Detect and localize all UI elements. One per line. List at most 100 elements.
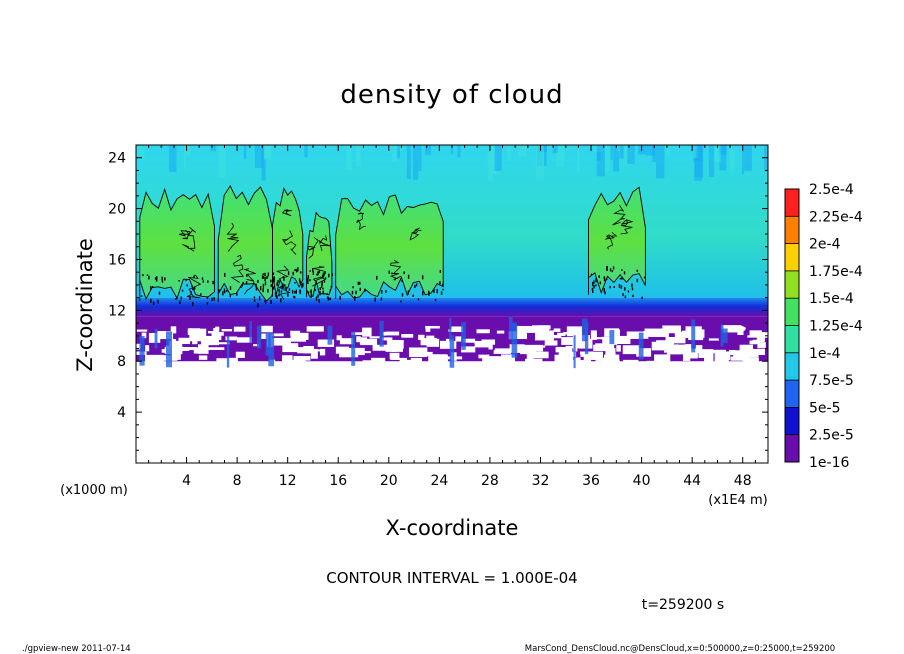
- contour-speckle: [422, 291, 424, 296]
- gap-patch: [208, 347, 225, 350]
- gap-patch: [749, 340, 760, 345]
- texture-streak: [535, 145, 544, 179]
- gap-patch: [178, 337, 191, 345]
- contour-speckle: [593, 285, 595, 289]
- contour-speckle: [414, 284, 416, 288]
- contour-line: [390, 259, 402, 281]
- contour-speckle: [621, 277, 623, 280]
- gap-patch: [626, 331, 644, 339]
- gap-patch: [476, 329, 490, 334]
- gap-patch: [201, 335, 219, 346]
- texture-streak: [450, 145, 454, 155]
- contour-speckle: [439, 269, 442, 273]
- contour-speckle: [272, 286, 275, 290]
- gap-patch: [382, 331, 387, 336]
- x-tick-label: 36: [582, 473, 600, 489]
- contour-speckle: [606, 278, 608, 280]
- contour-speckle: [631, 283, 633, 288]
- gap-patch: [192, 339, 198, 345]
- gap-patch: [306, 326, 324, 332]
- contour-speckle: [158, 291, 161, 295]
- contour-speckle: [403, 271, 405, 275]
- texture-streak: [693, 145, 699, 159]
- contour-speckle: [636, 269, 639, 273]
- contour-speckle: [213, 297, 215, 301]
- gap-patch: [217, 342, 230, 345]
- blue-filament: [327, 325, 333, 345]
- contour-speckle: [442, 283, 444, 287]
- gap-patch: [179, 347, 198, 351]
- contour-speckle: [599, 281, 602, 285]
- contour-speckle: [274, 292, 277, 296]
- texture-streak: [613, 145, 620, 172]
- gap-patch: [496, 330, 505, 334]
- x-tick-label: 28: [481, 473, 499, 489]
- gap-patch: [351, 332, 366, 335]
- colorbar-segment: [785, 243, 799, 271]
- gap-patch: [286, 359, 306, 368]
- contour-speckle: [284, 284, 286, 287]
- contour-speckle: [180, 296, 183, 300]
- blue-filament: [226, 336, 230, 368]
- contour-line: [282, 230, 297, 255]
- contour-speckle: [352, 286, 354, 289]
- contour-speckle: [330, 285, 332, 288]
- contour-speckle: [380, 297, 383, 301]
- contour-speckle: [264, 272, 266, 277]
- contour-speckle: [264, 281, 267, 286]
- gap-patch: [455, 336, 462, 342]
- blue-filament: [581, 318, 588, 342]
- gap-patch: [235, 351, 245, 358]
- contour-speckle: [376, 275, 378, 280]
- contour-speckle: [253, 296, 256, 299]
- plot-area: [136, 145, 768, 370]
- contour-speckle: [624, 287, 626, 291]
- contour-speckle: [636, 278, 639, 283]
- contour-line: [243, 268, 256, 295]
- contour-speckle: [181, 289, 184, 292]
- contour-speckle: [264, 276, 266, 282]
- blue-filament: [154, 328, 158, 349]
- contour-speckle: [192, 288, 194, 291]
- contour-speckle: [191, 284, 193, 287]
- contour-speckle: [327, 296, 329, 299]
- gap-patch: [171, 339, 177, 349]
- y-axis-label: Z-coordinate: [73, 238, 97, 372]
- blue-filament: [584, 322, 589, 355]
- gap-patch: [733, 351, 747, 359]
- colorbar-segment: [785, 216, 799, 244]
- x-tick-label: 24: [430, 473, 448, 489]
- contour-speckle: [632, 294, 634, 298]
- contour-speckle: [292, 295, 295, 298]
- contour-speckle: [258, 295, 261, 301]
- contour-speckle: [312, 267, 314, 272]
- contour-line: [230, 254, 244, 283]
- contour-speckle: [439, 281, 441, 285]
- contour-line: [139, 187, 215, 301]
- blue-filament: [265, 332, 271, 356]
- texture-streak: [627, 145, 635, 165]
- gap-patch: [385, 347, 403, 352]
- x-tick-label: 44: [683, 473, 701, 489]
- colorbar-label: 1e-16: [809, 455, 849, 471]
- gap-patch: [616, 335, 631, 344]
- contour-speckle: [331, 273, 333, 277]
- contour-speckle: [385, 290, 387, 293]
- contour-speckle: [190, 291, 192, 296]
- texture-streak: [418, 145, 422, 171]
- contour-speckle: [297, 267, 299, 272]
- blue-filament: [720, 324, 724, 347]
- gap-patch: [638, 331, 652, 337]
- gap-patch: [216, 358, 232, 367]
- gap-patch: [534, 345, 546, 348]
- gap-patch: [463, 338, 476, 343]
- contour-speckle: [309, 270, 311, 272]
- contour-speckle: [229, 286, 232, 290]
- gap-patch: [282, 343, 299, 353]
- contour-speckle: [295, 289, 297, 294]
- colorbar-label: 1e-4: [809, 346, 841, 362]
- texture-streak: [665, 145, 670, 156]
- contour-speckle: [328, 273, 330, 278]
- gap-patch: [542, 334, 562, 339]
- gap-patch: [739, 344, 754, 353]
